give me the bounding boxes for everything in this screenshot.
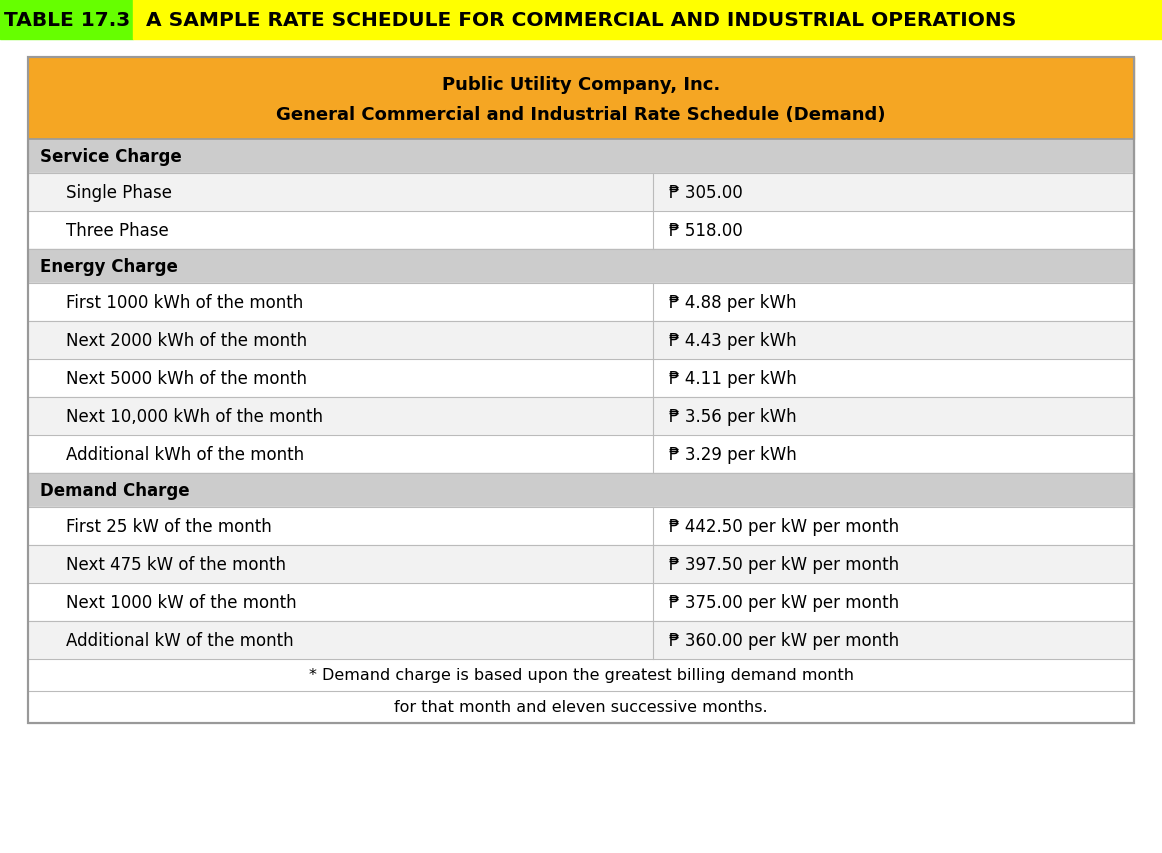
Text: Single Phase: Single Phase <box>66 183 172 202</box>
Bar <box>28 691 1134 723</box>
Text: First 1000 kWh of the month: First 1000 kWh of the month <box>66 293 303 311</box>
Bar <box>28 436 1134 473</box>
Text: Next 475 kW of the month: Next 475 kW of the month <box>66 555 286 573</box>
Text: ₱ 375.00 per kW per month: ₱ 375.00 per kW per month <box>669 594 899 612</box>
Text: Next 10,000 kWh of the month: Next 10,000 kWh of the month <box>66 408 323 426</box>
Bar <box>132 0 1162 40</box>
Text: ₱ 3.29 per kWh: ₱ 3.29 per kWh <box>669 445 797 463</box>
Text: * Demand charge is based upon the greatest billing demand month: * Demand charge is based upon the greate… <box>308 668 854 682</box>
Text: Service Charge: Service Charge <box>40 148 181 165</box>
Bar <box>28 583 1134 621</box>
Text: ₱ 4.11 per kWh: ₱ 4.11 per kWh <box>669 369 797 387</box>
Text: ₱ 4.43 per kWh: ₱ 4.43 per kWh <box>669 332 796 350</box>
Text: Additional kW of the month: Additional kW of the month <box>66 631 294 649</box>
Bar <box>28 140 1134 174</box>
Bar <box>28 621 1134 659</box>
Bar <box>0 0 132 40</box>
Bar <box>28 250 1134 284</box>
Bar <box>28 212 1134 250</box>
Text: Next 1000 kW of the month: Next 1000 kW of the month <box>66 594 296 612</box>
Text: General Commercial and Industrial Rate Schedule (Demand): General Commercial and Industrial Rate S… <box>277 106 885 124</box>
Bar <box>28 58 1134 723</box>
Text: Public Utility Company, Inc.: Public Utility Company, Inc. <box>442 76 720 94</box>
Text: ₱ 4.88 per kWh: ₱ 4.88 per kWh <box>669 293 796 311</box>
Text: ₱ 518.00: ₱ 518.00 <box>669 222 743 240</box>
Bar <box>28 284 1134 322</box>
Bar <box>28 58 1134 723</box>
Text: Next 5000 kWh of the month: Next 5000 kWh of the month <box>66 369 307 387</box>
Text: Three Phase: Three Phase <box>66 222 168 240</box>
Text: A SAMPLE RATE SCHEDULE FOR COMMERCIAL AND INDUSTRIAL OPERATIONS: A SAMPLE RATE SCHEDULE FOR COMMERCIAL AN… <box>139 10 1017 30</box>
Bar <box>28 659 1134 691</box>
Bar <box>28 545 1134 583</box>
Text: Energy Charge: Energy Charge <box>40 258 178 276</box>
Bar <box>28 360 1134 397</box>
Text: ₱ 442.50 per kW per month: ₱ 442.50 per kW per month <box>669 518 899 536</box>
Text: for that month and eleven successive months.: for that month and eleven successive mon… <box>394 699 768 715</box>
Bar <box>28 397 1134 436</box>
Text: First 25 kW of the month: First 25 kW of the month <box>66 518 272 536</box>
Text: TABLE 17.3: TABLE 17.3 <box>3 10 130 30</box>
Text: Next 2000 kWh of the month: Next 2000 kWh of the month <box>66 332 307 350</box>
Text: ₱ 360.00 per kW per month: ₱ 360.00 per kW per month <box>669 631 899 649</box>
Bar <box>28 174 1134 212</box>
Text: ₱ 305.00: ₱ 305.00 <box>669 183 743 202</box>
Bar <box>28 508 1134 545</box>
Text: ₱ 397.50 per kW per month: ₱ 397.50 per kW per month <box>669 555 899 573</box>
Text: Additional kWh of the month: Additional kWh of the month <box>66 445 304 463</box>
Bar <box>28 322 1134 360</box>
Bar <box>28 473 1134 508</box>
Text: Demand Charge: Demand Charge <box>40 481 189 499</box>
Text: ₱ 3.56 per kWh: ₱ 3.56 per kWh <box>669 408 796 426</box>
Bar <box>28 58 1134 140</box>
